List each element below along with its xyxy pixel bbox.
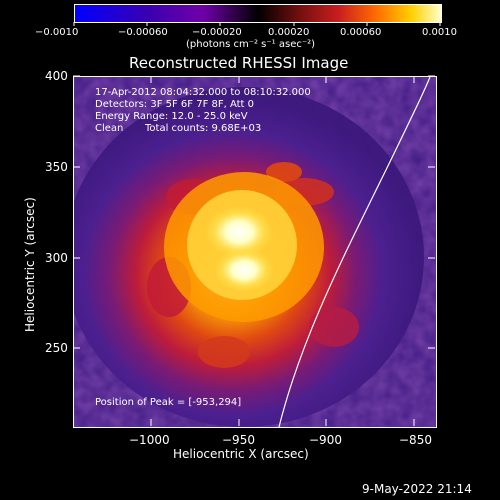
x-axis-label: Heliocentric X (arcsec) [173, 447, 309, 461]
colorbar-tick-label: 0.0010 [422, 27, 457, 38]
y-tick-label: 300 [45, 251, 68, 265]
info-detectors: Detectors: 3F 5F 6F 7F 8F, Att 0 [95, 99, 255, 110]
colorbar-tick-marks [73, 22, 441, 26]
info-counts: Total counts: 9.68E+03 [145, 123, 262, 134]
y-tick-label: 350 [45, 160, 68, 174]
info-time: 17-Apr-2012 08:04:32.000 to 08:10:32.000 [95, 87, 311, 98]
colorbar-tick-label: −0.00060 [118, 27, 168, 38]
y-axis-label: Heliocentric Y (arcsec) [23, 197, 37, 332]
x-tick-label: −850 [399, 433, 432, 447]
y-tick-label: 400 [45, 69, 68, 83]
colorbar-tick-label: 0.00060 [340, 27, 382, 38]
footer-date: 9-May-2022 21:14 [362, 482, 472, 496]
colorbar-tick-label: −0.0010 [35, 27, 79, 38]
y-tick-label: 250 [45, 341, 68, 355]
colorbar [74, 4, 442, 23]
rhessi-image [73, 76, 437, 428]
x-tick-label: −950 [222, 433, 255, 447]
colorbar-tick-label: −0.00020 [192, 27, 242, 38]
plot-title: Reconstructed RHESSI Image [129, 54, 349, 72]
x-tick-label: −1000 [129, 433, 170, 447]
rhessi-image-canvas [74, 77, 436, 427]
info-clean: Clean [95, 123, 124, 134]
colorbar-tick-label: 0.00020 [268, 27, 310, 38]
info-peak: Position of Peak = [-953,294] [95, 397, 242, 408]
x-tick-label: −900 [309, 433, 342, 447]
colorbar-units: (photons cm⁻² s⁻¹ asec⁻²) [186, 39, 316, 50]
info-energy: Energy Range: 12.0 - 25.0 keV [95, 111, 248, 122]
